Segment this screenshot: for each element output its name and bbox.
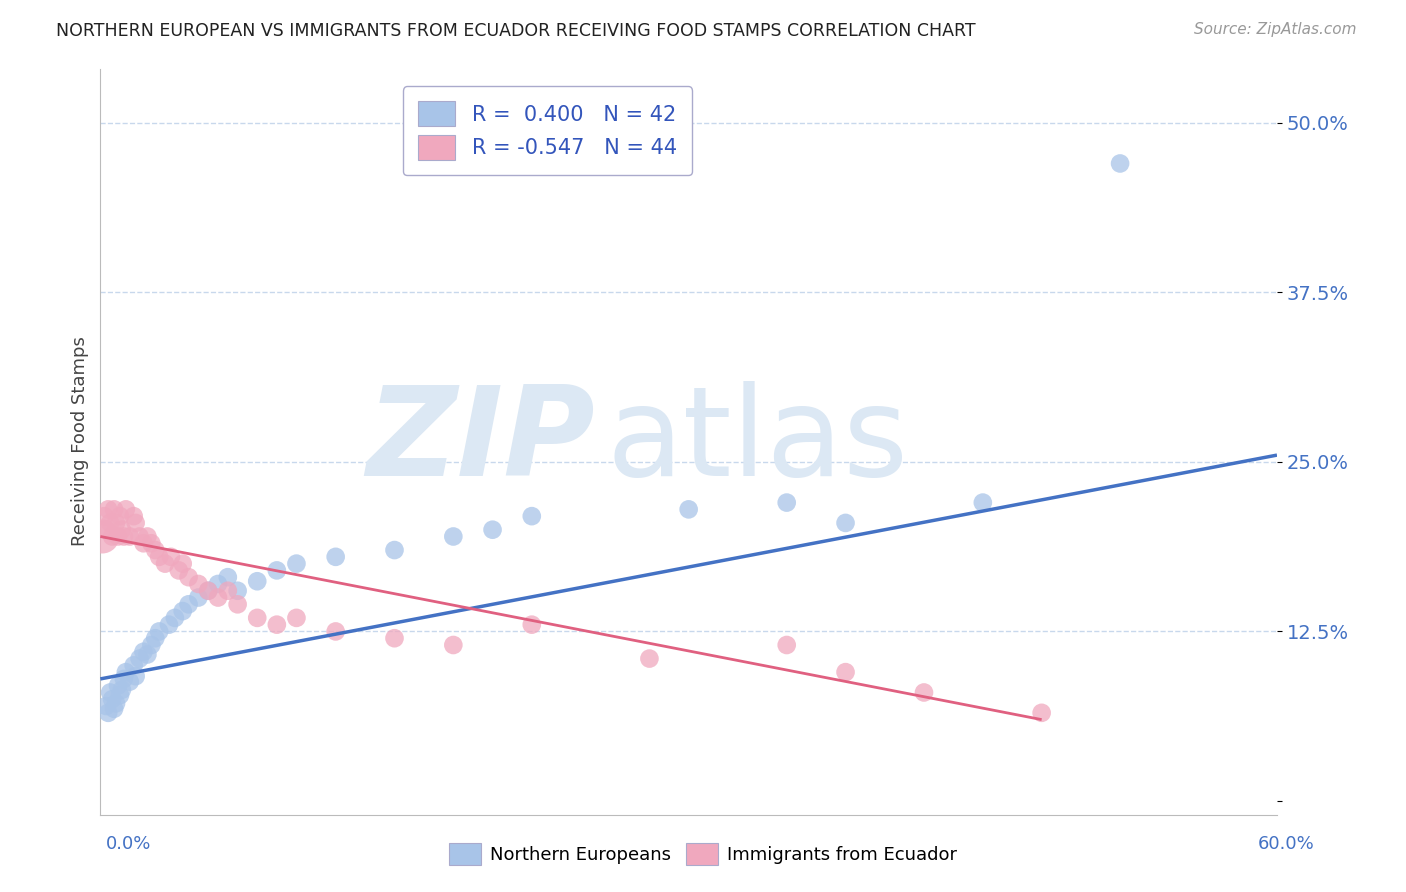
- Point: [834, 516, 856, 530]
- Point: [124, 516, 146, 530]
- Point: [115, 502, 138, 516]
- Point: [187, 577, 209, 591]
- Text: 0.0%: 0.0%: [105, 835, 150, 853]
- Legend: R =  0.400   N = 42, R = -0.547   N = 44: R = 0.400 N = 42, R = -0.547 N = 44: [404, 87, 692, 175]
- Point: [834, 665, 856, 680]
- Point: [96, 523, 118, 537]
- Point: [128, 651, 150, 665]
- Point: [384, 543, 406, 558]
- Point: [912, 685, 935, 699]
- Point: [266, 617, 288, 632]
- Point: [112, 672, 135, 686]
- Point: [96, 699, 118, 714]
- Point: [325, 549, 347, 564]
- Point: [638, 651, 661, 665]
- Point: [124, 669, 146, 683]
- Point: [226, 583, 249, 598]
- Point: [101, 692, 124, 706]
- Point: [177, 597, 200, 611]
- Point: [160, 549, 183, 564]
- Point: [197, 583, 219, 598]
- Point: [217, 570, 239, 584]
- Point: [157, 617, 180, 632]
- Point: [776, 495, 799, 509]
- Point: [266, 563, 288, 577]
- Point: [226, 597, 249, 611]
- Point: [107, 679, 129, 693]
- Point: [98, 685, 121, 699]
- Point: [246, 574, 269, 589]
- Point: [98, 516, 121, 530]
- Y-axis label: Receiving Food Stamps: Receiving Food Stamps: [72, 336, 89, 547]
- Point: [148, 624, 170, 639]
- Point: [172, 557, 194, 571]
- Point: [1031, 706, 1053, 720]
- Point: [148, 549, 170, 564]
- Point: [197, 583, 219, 598]
- Point: [325, 624, 347, 639]
- Text: 60.0%: 60.0%: [1258, 835, 1315, 853]
- Point: [972, 495, 994, 509]
- Point: [217, 583, 239, 598]
- Point: [163, 611, 186, 625]
- Point: [177, 570, 200, 584]
- Point: [141, 536, 163, 550]
- Point: [93, 509, 115, 524]
- Point: [153, 557, 176, 571]
- Point: [143, 631, 166, 645]
- Point: [481, 523, 503, 537]
- Point: [118, 529, 141, 543]
- Point: [143, 543, 166, 558]
- Point: [122, 509, 145, 524]
- Point: [97, 502, 120, 516]
- Point: [105, 516, 128, 530]
- Point: [115, 665, 138, 680]
- Point: [103, 502, 125, 516]
- Point: [187, 591, 209, 605]
- Point: [678, 502, 700, 516]
- Point: [118, 674, 141, 689]
- Point: [520, 617, 543, 632]
- Point: [246, 611, 269, 625]
- Point: [107, 529, 129, 543]
- Point: [108, 509, 131, 524]
- Point: [167, 563, 190, 577]
- Point: [384, 631, 406, 645]
- Point: [136, 648, 159, 662]
- Point: [132, 536, 155, 550]
- Text: ZIP: ZIP: [366, 381, 595, 502]
- Point: [105, 696, 128, 710]
- Point: [128, 529, 150, 543]
- Point: [97, 706, 120, 720]
- Point: [112, 529, 135, 543]
- Text: NORTHERN EUROPEAN VS IMMIGRANTS FROM ECUADOR RECEIVING FOOD STAMPS CORRELATION C: NORTHERN EUROPEAN VS IMMIGRANTS FROM ECU…: [56, 22, 976, 40]
- Point: [207, 577, 229, 591]
- Point: [207, 591, 229, 605]
- Legend: Northern Europeans, Immigrants from Ecuador: Northern Europeans, Immigrants from Ecua…: [440, 834, 966, 874]
- Point: [141, 638, 163, 652]
- Text: atlas: atlas: [606, 381, 908, 502]
- Text: Source: ZipAtlas.com: Source: ZipAtlas.com: [1194, 22, 1357, 37]
- Point: [285, 611, 308, 625]
- Point: [122, 658, 145, 673]
- Point: [132, 645, 155, 659]
- Point: [776, 638, 799, 652]
- Point: [285, 557, 308, 571]
- Point: [441, 529, 464, 543]
- Point: [103, 702, 125, 716]
- Point: [441, 638, 464, 652]
- Point: [136, 529, 159, 543]
- Point: [1109, 156, 1132, 170]
- Point: [172, 604, 194, 618]
- Point: [91, 529, 114, 543]
- Point: [111, 523, 134, 537]
- Point: [111, 682, 134, 697]
- Point: [520, 509, 543, 524]
- Point: [108, 688, 131, 702]
- Point: [101, 529, 124, 543]
